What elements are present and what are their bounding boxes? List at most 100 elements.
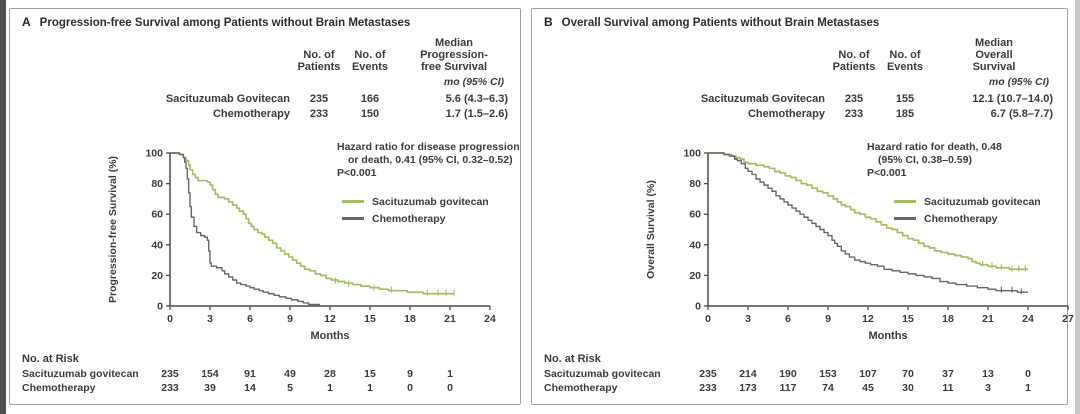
svg-text:60: 60 bbox=[151, 209, 163, 221]
panel-a-hazard-annotation: Hazard ratio for disease progression or … bbox=[337, 141, 520, 180]
risk-count: 70 bbox=[902, 368, 914, 380]
panel-a-letter: A bbox=[22, 15, 31, 29]
summary-header-spacer bbox=[701, 37, 825, 73]
svg-text:15: 15 bbox=[364, 313, 376, 325]
hazard-text-line: or death, 0.41 (95% CI, 0.32–0.52) bbox=[348, 154, 513, 166]
risk-row: Chemotherapy 233 39 14 5 1 1 0 0 bbox=[10, 382, 520, 396]
summary-row-patients: 233 bbox=[309, 108, 329, 120]
svg-text:20: 20 bbox=[151, 270, 163, 282]
summary-unit-row: mo (95% CI) bbox=[443, 76, 504, 88]
panel-b-letter: B bbox=[544, 15, 553, 29]
hazard-text-line: Hazard ratio for disease progression bbox=[337, 141, 520, 153]
svg-text:12: 12 bbox=[862, 313, 874, 325]
svg-text:0: 0 bbox=[157, 301, 163, 313]
km-curve-chemotherapy bbox=[170, 152, 321, 306]
risk-count: 30 bbox=[902, 382, 914, 394]
risk-count: 1 bbox=[447, 368, 453, 380]
panel-a-no-at-risk-table: No. at Risk Sacituzumab govitecan 235 154 9… bbox=[10, 353, 520, 396]
svg-text:Overall Survival (%): Overall Survival (%) bbox=[645, 180, 657, 279]
panel-b-overall-survival: B Overall Survival among Patients withou… bbox=[531, 8, 1074, 405]
summary-header-line: Overall bbox=[975, 49, 1013, 61]
no-at-risk-title: No. at Risk bbox=[22, 353, 79, 365]
svg-text:0: 0 bbox=[705, 313, 711, 325]
risk-row-label: Sacituzumab govitecan bbox=[22, 368, 139, 380]
svg-text:100: 100 bbox=[683, 148, 701, 160]
risk-row: Sacituzumab govitecan 235 154 91 49 28 15 9 1 bbox=[10, 368, 520, 382]
summary-header-line: No. of bbox=[303, 49, 335, 61]
summary-row-events: 185 bbox=[895, 108, 915, 120]
summary-column-header: Median Progression-free Survival bbox=[398, 37, 510, 73]
svg-text:100: 100 bbox=[145, 148, 163, 160]
risk-row: Chemotherapy 233 173 117 74 45 30 11 3 1 bbox=[532, 382, 1067, 396]
svg-text:80: 80 bbox=[151, 178, 163, 190]
risk-count: 91 bbox=[244, 368, 256, 380]
risk-count: 3 bbox=[985, 382, 991, 394]
svg-text:Progression-free Survival (%): Progression-free Survival (%) bbox=[107, 156, 119, 303]
svg-text:24: 24 bbox=[484, 313, 496, 325]
legend-line-swatch bbox=[342, 217, 364, 220]
risk-count: 9 bbox=[407, 368, 413, 380]
svg-text:40: 40 bbox=[151, 239, 163, 251]
risk-count: 214 bbox=[739, 368, 757, 380]
panel-b-title: Overall Survival among Patients without … bbox=[561, 17, 880, 29]
risk-count: 0 bbox=[447, 382, 453, 394]
risk-count: 1 bbox=[327, 382, 333, 394]
km-curve-sacituzumab bbox=[708, 152, 1028, 271]
image-right-border bbox=[1075, 0, 1080, 414]
km-curve-chemotherapy bbox=[708, 152, 1028, 293]
risk-count: 1 bbox=[1025, 382, 1031, 394]
summary-column-header: Median Overall Survival bbox=[933, 37, 1055, 73]
svg-text:60: 60 bbox=[689, 209, 701, 221]
svg-text:9: 9 bbox=[825, 313, 831, 325]
panel-b-summary-table: No. of Patients No. of Events Median Overall S… bbox=[701, 37, 1055, 122]
summary-header-line: Median bbox=[435, 37, 473, 49]
risk-count: 5 bbox=[287, 382, 293, 394]
svg-text:0: 0 bbox=[167, 313, 173, 325]
svg-text:15: 15 bbox=[902, 313, 914, 325]
panel-a-progression-free-survival: A Progression-free Survival among Patien… bbox=[9, 8, 521, 405]
svg-text:3: 3 bbox=[745, 313, 751, 325]
summary-row-median: 5.6 (4.3–6.3) bbox=[445, 93, 508, 105]
risk-count: 190 bbox=[779, 368, 797, 380]
risk-count: 173 bbox=[739, 382, 757, 394]
svg-text:3: 3 bbox=[207, 313, 213, 325]
legend-item: Sacituzumab govitecan bbox=[342, 193, 489, 210]
summary-column-header: No. of Events bbox=[883, 49, 927, 73]
risk-count: 1 bbox=[367, 382, 373, 394]
summary-row-name: Chemotherapy bbox=[747, 108, 825, 120]
svg-text:24: 24 bbox=[1022, 313, 1034, 325]
svg-text:20: 20 bbox=[689, 270, 701, 282]
panel-b-legend: Sacituzumab govitecan Chemotherapy bbox=[894, 193, 1041, 227]
summary-row-median: 12.1 (10.7–14.0) bbox=[972, 93, 1053, 105]
legend-item: Chemotherapy bbox=[894, 210, 1041, 227]
risk-count: 233 bbox=[699, 382, 717, 394]
risk-count: 45 bbox=[862, 382, 874, 394]
km-curve-sacituzumab bbox=[170, 152, 454, 295]
legend-label: Sacituzumab govitecan bbox=[372, 195, 489, 208]
panel-a-summary-table: No. of Patients No. of Events Median Progress… bbox=[166, 37, 510, 122]
legend-item: Chemotherapy bbox=[342, 210, 489, 227]
risk-count: 14 bbox=[244, 382, 256, 394]
p-value-text: P<0.001 bbox=[337, 167, 377, 179]
risk-count: 0 bbox=[1025, 368, 1031, 380]
risk-count: 117 bbox=[779, 382, 797, 394]
svg-text:80: 80 bbox=[689, 178, 701, 190]
svg-text:21: 21 bbox=[982, 313, 994, 325]
risk-row: Sacituzumab govitecan 235 214 190 153 107 70 37… bbox=[532, 368, 1067, 382]
legend-label: Chemotherapy bbox=[372, 212, 446, 225]
summary-header-line: Median bbox=[975, 37, 1013, 49]
summary-row-name: Chemotherapy bbox=[212, 108, 290, 120]
summary-header-line: No. of bbox=[889, 49, 921, 61]
panel-a-km-chart: 0 3 6 9 12 15 18 21 24 0 20 40 60 80 100 Months Progress… bbox=[107, 148, 496, 343]
svg-text:27: 27 bbox=[1062, 313, 1074, 325]
summary-row-events: 166 bbox=[360, 93, 380, 105]
summary-row-patients: 235 bbox=[309, 93, 329, 105]
summary-row-patients: 233 bbox=[844, 108, 864, 120]
svg-text:6: 6 bbox=[247, 313, 253, 325]
panel-a-title: Progression-free Survival among Patients… bbox=[39, 17, 411, 29]
svg-text:18: 18 bbox=[942, 313, 954, 325]
summary-header-line: Patients bbox=[297, 61, 341, 73]
summary-row-median: 1.7 (1.5–2.6) bbox=[445, 108, 508, 120]
summary-column-header: No. of Patients bbox=[831, 49, 877, 73]
svg-text:0: 0 bbox=[695, 301, 701, 313]
